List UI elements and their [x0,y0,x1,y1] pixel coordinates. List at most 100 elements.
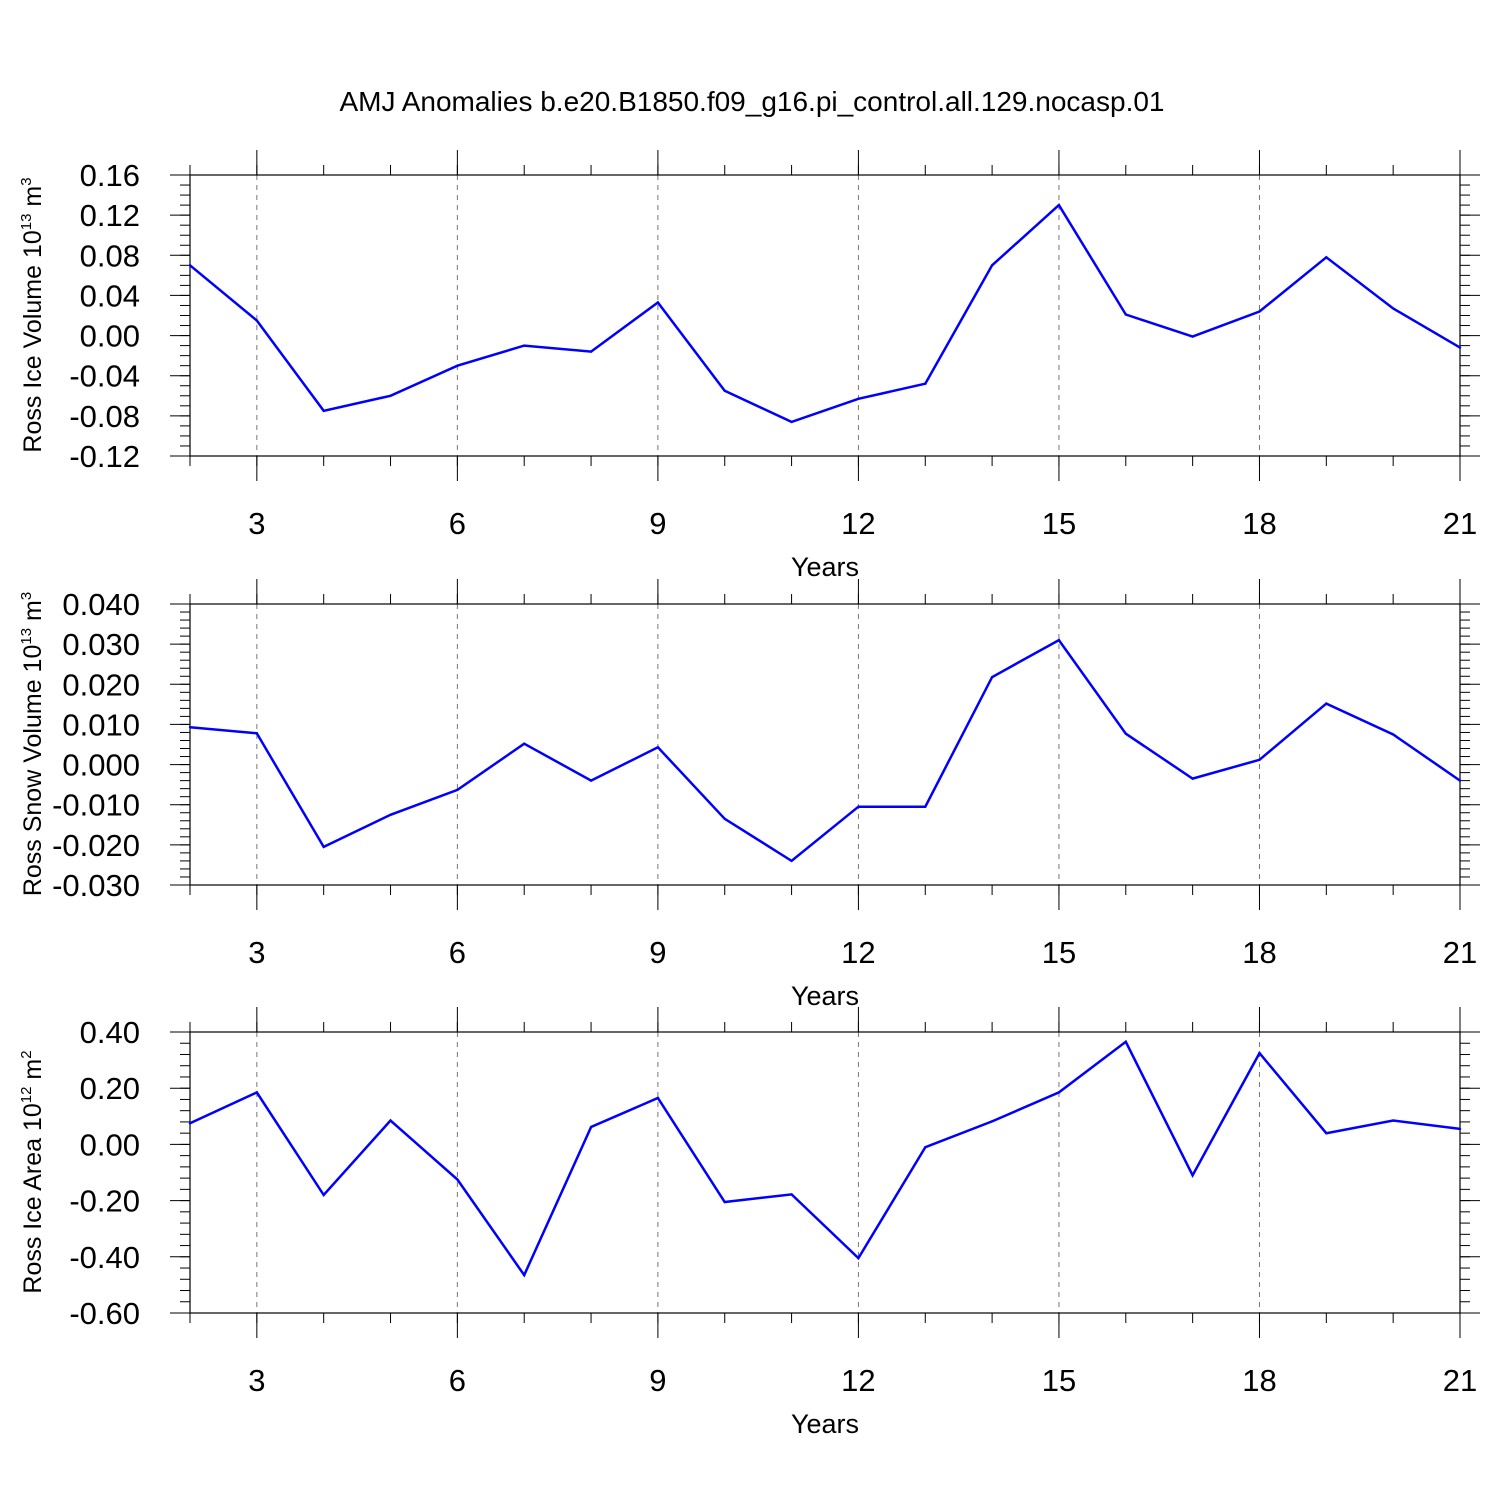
data-point [990,264,994,267]
y-axis-label-unit: m [19,600,47,628]
data-point [456,1178,459,1181]
y-axis-label: Ross Ice Volume 1013 m3 [18,177,47,452]
y-axis-label-exponent: 13 [18,214,35,231]
y-axis-label-unit-exponent: 3 [18,177,35,185]
data-point [188,726,192,729]
x-tick-label: 18 [1242,1363,1276,1398]
x-tick-label: 6 [449,1363,466,1398]
panel-3: 0.40 0.20 0.00 -0.20 -0.40 -0.60 3 6 9 12 15 18 21 Ye… [18,1007,1480,1439]
data-point [389,813,392,816]
data-point [589,1125,593,1129]
plot-frame [189,174,1461,457]
panel-1: 0.16 0.12 0.08 0.04 0.00 -0.04 -0.08 -0.12 3 6 9 12… [18,150,1480,582]
data-point [723,817,726,820]
data-point [322,845,325,849]
data-point [1191,335,1194,338]
x-axis-label: Years [791,1409,859,1439]
data-point [1258,1051,1261,1055]
y-axis-label-exponent: 12 [18,1087,35,1104]
data-point [589,350,593,353]
data-point [589,779,593,782]
y-tick-label: 0.000 [62,748,140,783]
series-line [189,203,1461,424]
y-tick-label: -0.40 [69,1240,140,1275]
plot-frame [189,603,1461,886]
data-point [790,859,793,863]
data-point [456,788,459,792]
y-tick-label: 0.010 [62,707,140,742]
plot-frame [189,1031,1461,1314]
data-point [389,394,392,397]
data-point [389,1119,392,1122]
data-point [924,382,927,385]
y-tick-label: 0.16 [80,158,140,193]
y-tick-label: 0.08 [80,238,140,273]
data-point [1258,310,1261,313]
data-point [723,389,726,392]
y-tick-label: -0.12 [69,439,140,474]
data-point [523,742,526,745]
y-axis-label-unit: m [19,1059,47,1087]
y-tick-label: -0.08 [69,399,140,434]
x-tick-label: 15 [1042,935,1076,970]
data-point [1391,733,1395,736]
data-point [1191,1174,1194,1177]
y-tick-label: 0.00 [80,1127,140,1162]
y-tick-label: -0.60 [69,1296,140,1331]
x-tick-label: 12 [841,935,875,970]
y-tick-label: 0.20 [80,1071,140,1106]
data-point [990,675,994,679]
x-tick-label: 21 [1443,506,1477,541]
x-axis-label: Years [791,552,859,582]
data-point [1391,1119,1395,1122]
data-point [456,364,459,367]
y-axis-label: Ross Ice Area 1012 m2 [18,1050,47,1293]
data-point [1124,1040,1127,1044]
data-point [656,746,660,749]
series-line [189,638,1461,863]
x-tick-label: 3 [248,935,265,970]
y-axis-label-unit: m [19,186,47,214]
x-tick-label: 12 [841,506,875,541]
x-tick-label: 9 [649,1363,666,1398]
data-point [990,1120,994,1123]
data-point [1325,702,1328,705]
x-tick-label: 21 [1443,935,1477,970]
data-point [924,1146,927,1149]
x-tick-label: 18 [1242,935,1276,970]
x-tick-label: 3 [248,506,265,541]
data-point [1458,1127,1462,1131]
y-axis-label-exponent: 13 [18,628,35,645]
series-line [189,1039,1461,1278]
y-tick-label: 0.04 [80,278,140,313]
x-tick-label: 12 [841,1363,875,1398]
y-axis-label-unit-exponent: 2 [18,1050,35,1058]
x-tick-label: 6 [449,506,466,541]
data-point [1124,313,1127,316]
x-tick-label: 15 [1042,506,1076,541]
y-axis-label-text: Ross Ice Volume 10 [19,230,47,452]
data-point [790,1193,793,1196]
data-point [723,1200,726,1204]
data-point [523,344,526,347]
y-axis-label-text: Ross Ice Area 10 [19,1103,47,1293]
x-axis-label: Years [791,981,859,1011]
data-point [523,1273,526,1277]
data-point [255,1091,259,1094]
y-tick-label: 0.040 [62,587,140,622]
data-point [1458,779,1462,782]
y-tick-label: 0.12 [80,198,140,233]
data-point [322,409,325,413]
data-point [1057,638,1061,642]
data-point [1458,346,1462,349]
figure-title: AMJ Anomalies b.e20.B1850.f09_g16.pi_con… [339,86,1164,117]
data-point [1258,758,1261,761]
x-tick-label: 6 [449,935,466,970]
y-axis-label-text: Ross Snow Volume 10 [19,645,47,897]
data-point [857,805,860,808]
y-axis-label-unit-exponent: 3 [18,592,35,600]
data-point [924,805,927,808]
y-tick-label: -0.04 [69,359,140,394]
data-point [1124,732,1127,735]
